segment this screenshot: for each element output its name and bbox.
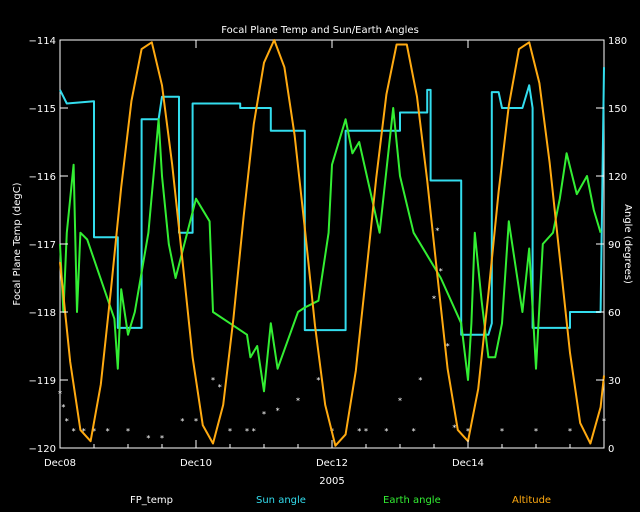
chart-title: Focal Plane Temp and Sun/Earth Angles — [221, 25, 419, 36]
legend-earth-angle: Earth angle — [383, 495, 441, 506]
y-left-tick-label: −120 — [29, 444, 56, 455]
fp-temp-point: * — [61, 403, 65, 412]
fp-temp-point: * — [446, 342, 450, 351]
x-tick-label: Dec14 — [452, 458, 484, 469]
x-tick-label: Dec08 — [44, 458, 76, 469]
series-fp-temp: **** * * * ** ** **** * ** **** * * ********* * * * ** — [58, 226, 606, 442]
series-earth-angle — [59, 107, 602, 393]
y-axis-label-right: Angle (degrees) — [622, 204, 633, 284]
fp-temp-point: * — [452, 424, 456, 433]
fp-temp-point: * — [384, 427, 388, 436]
y-left-tick-label: −115 — [29, 104, 56, 115]
fp-temp-point: * — [364, 427, 368, 436]
y-right-tick-label: 180 — [608, 36, 627, 47]
fp-temp-point: * — [412, 427, 416, 436]
fp-temp-point: * — [500, 427, 504, 436]
legend-fp-temp: FP_temp — [130, 495, 173, 506]
fp-temp-point: * — [466, 427, 470, 436]
legend-altitude: Altitude — [512, 495, 552, 506]
fp-temp-point: * — [218, 383, 222, 392]
y-left-tick-label: −114 — [29, 36, 56, 47]
fp-temp-point: * — [252, 427, 256, 436]
fp-temp-point: * — [435, 226, 439, 235]
y-right-tick-label: 60 — [608, 308, 621, 319]
fp-temp-point: * — [126, 427, 130, 436]
y-right-tick-label: 0 — [608, 444, 614, 455]
fp-temp-point: * — [82, 427, 86, 436]
axes-layer: Dec08 Dec10 Dec12 Dec14 −120 −119 −118 −117 −116… — [29, 36, 628, 469]
x-tick-label: Dec12 — [316, 458, 348, 469]
fp-temp-point: * — [228, 427, 232, 436]
fp-temp-point: * — [534, 427, 538, 436]
fp-temp-point: * — [568, 427, 572, 436]
x-tick-label: Dec10 — [180, 458, 212, 469]
fp-temp-point: * — [146, 434, 150, 443]
fp-temp-point: * — [276, 407, 280, 416]
fp-temp-point: * — [72, 427, 76, 436]
fp-temp-point: * — [602, 417, 606, 426]
y-left-tick-label: −118 — [29, 308, 56, 319]
legend-sun-angle: Sun angle — [256, 495, 306, 506]
fp-temp-point: * — [357, 427, 361, 436]
fp-temp-point: * — [316, 376, 320, 385]
y-right-tick-label: 30 — [608, 376, 621, 387]
series-sun-angle — [59, 67, 605, 336]
fp-temp-point: * — [194, 417, 198, 426]
fp-temp-point: * — [398, 396, 402, 405]
y-right-tick-label: 120 — [608, 172, 627, 183]
fp-temp-point: * — [262, 410, 266, 419]
fp-temp-point: * — [211, 376, 215, 385]
fp-temp-point: * — [418, 376, 422, 385]
fp-temp-point: * — [58, 390, 62, 399]
y-right-tick-label: 90 — [608, 240, 621, 251]
y-axis-label-left: Focal Plane Temp (degC) — [12, 182, 23, 305]
y-left-tick-label: −117 — [29, 240, 56, 251]
fp-temp-point: * — [432, 294, 436, 303]
y-right-tick-label: 150 — [608, 104, 627, 115]
y-left-tick-label: −116 — [29, 172, 56, 183]
fp-temp-point: * — [160, 434, 164, 443]
fp-temp-point: * — [106, 427, 110, 436]
y-left-tick-label: −119 — [29, 376, 56, 387]
fp-temp-point: * — [65, 417, 69, 426]
series-altitude — [59, 39, 605, 447]
fp-temp-point: * — [245, 427, 249, 436]
series-layer: **** * * * ** ** **** * ** **** * * ********* * * * ** — [58, 39, 606, 447]
x-axis-label: 2005 — [319, 476, 344, 487]
fp-temp-point: * — [296, 396, 300, 405]
fp-temp-point: * — [180, 417, 184, 426]
fp-temp-point: * — [439, 267, 443, 276]
fp-temp-point: * — [92, 427, 96, 436]
